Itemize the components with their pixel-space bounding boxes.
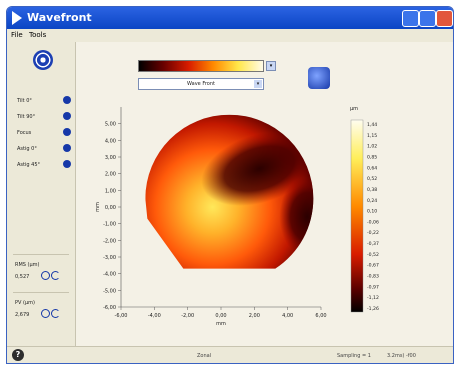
y-tick-label: 3,00 — [105, 155, 116, 161]
main-area: ▾ Wave Front ▾ — [76, 42, 453, 346]
y-tick-label: -3,00 — [103, 255, 116, 261]
menu-tools[interactable]: Tools — [29, 31, 47, 39]
status-sampling: Sampling = 1 — [337, 353, 371, 359]
x-axis-label: mm — [216, 321, 226, 327]
tilt-90-icon[interactable] — [63, 112, 71, 120]
left-panel: Tilt 0° Tilt 90° Focus Astig 0° Astig 45… — [7, 42, 76, 346]
colorbar-label: -1,12 — [367, 295, 379, 301]
colorbar-label: 0,10 — [367, 209, 377, 215]
y-tick-label: -4,00 — [103, 272, 116, 278]
zoom-icon[interactable] — [41, 309, 50, 318]
focus-icon[interactable] — [63, 128, 71, 136]
menu-bar: File Tools — [7, 29, 453, 42]
3d-view-icon[interactable] — [308, 67, 330, 89]
rms-label: RMS (µm) — [15, 262, 40, 268]
colorbar-label: -0,06 — [367, 219, 379, 225]
chevron-down-icon[interactable]: ▾ — [266, 61, 276, 71]
colorbar-label: -0,67 — [367, 263, 379, 269]
menu-file[interactable]: File — [11, 31, 23, 39]
row-label-focus: Focus — [17, 130, 32, 136]
status-bar: ? Zonal Sampling = 1 3.2ms) -f00 — [7, 346, 453, 363]
x-tick-label: -6,00 — [115, 313, 128, 319]
colorbar — [350, 119, 364, 313]
row-label-astig-0: Astig 0° — [17, 146, 37, 152]
title-bar: Wavefront — [7, 7, 453, 29]
low-region — [279, 176, 314, 257]
y-tick-label: 4,00 — [105, 138, 116, 144]
refresh-icon[interactable] — [51, 309, 60, 318]
colorbar-label: -0,83 — [367, 274, 379, 280]
colorbar-label: 1,02 — [367, 144, 377, 150]
x-tick-label: 0,00 — [215, 313, 226, 319]
x-tick-label: 6,00 — [315, 313, 326, 319]
app-icon — [12, 11, 22, 25]
display-mode-value: Wave Front — [187, 81, 215, 87]
tilt-0-icon[interactable] — [63, 96, 71, 104]
help-icon[interactable]: ? — [12, 349, 24, 361]
y-tick-label: 0,00 — [105, 205, 116, 211]
colorbar-label: 0,85 — [367, 154, 377, 160]
target-icon[interactable] — [33, 50, 53, 70]
y-tick-label: -6,00 — [103, 305, 116, 311]
window-title: Wavefront — [27, 11, 92, 24]
y-tick-label: 1,00 — [105, 188, 116, 194]
y-tick-label: 2,00 — [105, 172, 116, 178]
x-tick-label: -2,00 — [181, 313, 194, 319]
display-mode-select[interactable]: Wave Front ▾ — [138, 78, 264, 90]
refresh-icon[interactable] — [51, 271, 60, 280]
y-tick-label: -5,00 — [103, 288, 116, 294]
colorbar-label: -0,22 — [367, 230, 379, 236]
astig-0-icon[interactable] — [63, 144, 71, 152]
colorbar-unit: µm — [350, 106, 358, 112]
divider — [13, 292, 69, 293]
y-tick-label: -1,00 — [103, 222, 116, 228]
colorbar-label: -0,97 — [367, 284, 379, 290]
colorbar-label: -0,52 — [367, 252, 379, 258]
zoom-icon[interactable] — [41, 271, 50, 280]
colorbar-label: 1,44 — [367, 122, 377, 128]
y-tick-label: -2,00 — [103, 238, 116, 244]
row-label-astig-45: Astig 45° — [17, 162, 41, 168]
row-label-tilt-90: Tilt 90° — [17, 114, 36, 120]
colorbar-label: -1,26 — [367, 306, 379, 312]
wavefront-heatmap: -6,00 -4,00 -2,00 0,00 2,00 4,00 6,00 5,00 4,00 3… — [95, 106, 379, 327]
row-label-tilt-0: Tilt 0° — [17, 98, 32, 104]
status-zonal: Zonal — [197, 353, 212, 359]
y-tick-label: 5,00 — [105, 122, 116, 128]
status-fps: 3.2ms) -f00 — [387, 353, 416, 359]
minimize-button[interactable] — [402, 10, 419, 27]
chevron-down-icon[interactable]: ▾ — [254, 80, 262, 88]
colorbar-label: 0,24 — [367, 198, 377, 204]
y-axis-label: mm — [95, 202, 101, 212]
pv-label: PV (µm) — [15, 300, 35, 306]
colorbar-label: 1,15 — [367, 133, 377, 139]
divider — [13, 254, 69, 255]
astig-45-icon[interactable] — [63, 160, 71, 168]
colorbar-label: 0,64 — [367, 165, 377, 171]
wavefront-window: Wavefront File Tools Tilt 0° Tilt 90° Fo… — [6, 6, 454, 364]
x-tick-label: -4,00 — [148, 313, 161, 319]
rms-value: 0,527 — [15, 274, 30, 280]
x-tick-label: 2,00 — [249, 313, 260, 319]
color-scale-selector[interactable] — [138, 60, 264, 72]
colorbar-label: 0,52 — [367, 176, 377, 182]
x-tick-label: 4,00 — [282, 313, 293, 319]
maximize-button[interactable] — [419, 10, 436, 27]
close-button[interactable] — [436, 10, 453, 27]
pv-value: 2,679 — [15, 312, 30, 318]
colorbar-label: 0,38 — [367, 187, 377, 193]
colorbar-label: -0,37 — [367, 241, 379, 247]
